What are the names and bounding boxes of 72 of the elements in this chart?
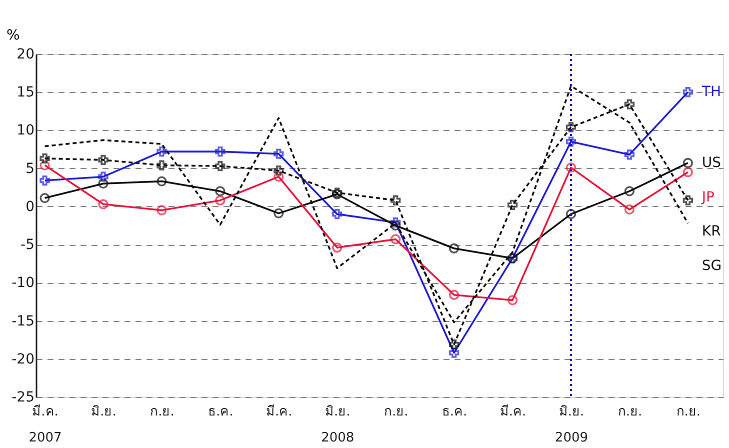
point <box>682 158 693 168</box>
point <box>566 122 576 132</box>
point <box>40 192 50 204</box>
point <box>98 178 108 189</box>
y-tick-label: -10 <box>12 275 34 292</box>
y-axis-title: % <box>6 28 20 44</box>
point <box>682 167 693 178</box>
x-tick-label: มิ.ย. 2009 <box>554 404 588 446</box>
point <box>274 166 284 176</box>
series-label: TH <box>700 84 722 100</box>
series-label: US <box>702 155 722 171</box>
y-tick-label: -15 <box>12 313 34 330</box>
y-tick-label: -5 <box>20 237 34 254</box>
x-tick-label: มี.ค. <box>266 404 292 420</box>
point <box>98 199 108 210</box>
series-label: KR <box>702 224 722 240</box>
point <box>274 172 284 182</box>
point <box>215 186 226 196</box>
point <box>156 160 167 170</box>
x-tick-label: ธ.ค. <box>442 404 468 420</box>
x-tick-label: ก.ย. <box>150 404 174 420</box>
y-tick-label: 10 <box>16 122 34 139</box>
point <box>507 295 518 306</box>
y-tick-label: 20 <box>16 46 34 62</box>
point <box>566 162 576 173</box>
point <box>156 205 167 216</box>
y-tick-label: -20 <box>12 351 34 368</box>
text: SG <box>702 258 722 274</box>
x-tick-label: มี.ค. 2007 <box>28 404 62 446</box>
point <box>98 172 108 182</box>
point <box>507 200 518 210</box>
point <box>274 208 284 218</box>
point <box>448 290 460 300</box>
x-tick-label: มิ.ย. 2008 <box>321 404 354 446</box>
y-tick-label: 0 <box>26 198 34 215</box>
point <box>682 195 693 206</box>
point <box>682 87 693 98</box>
point <box>448 348 460 358</box>
point <box>156 146 167 157</box>
y-tick-label: 15 <box>16 84 34 101</box>
point <box>40 160 50 170</box>
x-tick-label: ก.ย. <box>384 404 408 420</box>
point <box>40 175 50 186</box>
point <box>274 148 284 159</box>
y-tick-label: -25 <box>12 390 34 406</box>
point <box>156 176 167 186</box>
y-tick-label: 5 <box>26 160 34 177</box>
point <box>215 195 226 206</box>
point <box>566 136 576 147</box>
point <box>390 217 401 228</box>
point <box>332 242 342 253</box>
point <box>566 208 576 220</box>
x-tick-label: มิ.ย. <box>91 404 116 420</box>
point <box>390 195 401 206</box>
point <box>390 234 401 244</box>
x-tick-label: มี.ค. <box>500 404 526 420</box>
x-tick-label: ก.ย. <box>618 404 642 420</box>
series-label: JP <box>700 189 714 206</box>
point <box>448 243 460 254</box>
point <box>215 160 226 172</box>
point <box>332 208 342 220</box>
point <box>624 99 635 110</box>
point <box>390 220 401 231</box>
point <box>624 150 635 160</box>
x-tick-label: ก.ย. <box>676 404 701 420</box>
point <box>448 339 460 350</box>
point <box>215 146 226 157</box>
point <box>624 204 635 215</box>
point <box>40 153 50 164</box>
x-tick-label: ธ.ค. <box>208 404 234 420</box>
point <box>624 186 635 196</box>
point <box>98 154 108 166</box>
